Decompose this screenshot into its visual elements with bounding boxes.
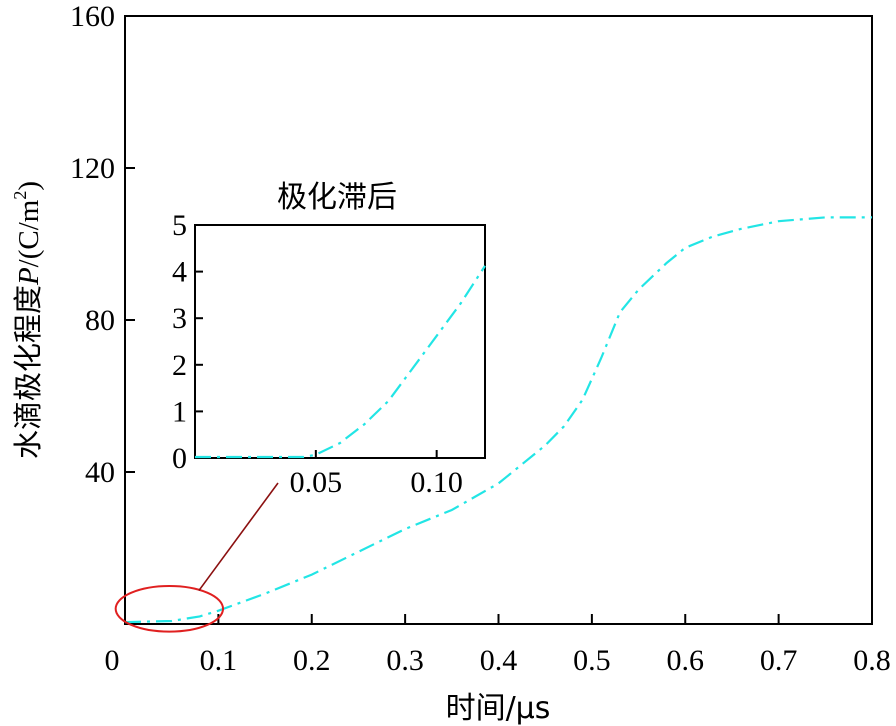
inset-x-tick-label: 0.05: [290, 466, 343, 499]
zoom-region-ellipse: [114, 585, 225, 633]
inset-y-tick-label: 0: [172, 442, 187, 475]
main-x-tick-label: 0.8: [853, 644, 891, 677]
main-x-tick-label: 0.7: [760, 644, 798, 677]
main-x-tick-label: 0.5: [573, 644, 611, 677]
inset-y-tick-label: 1: [172, 395, 187, 428]
main-y-tick-label: 80: [85, 304, 115, 337]
inset-x-axis: 0.05 0.10: [290, 450, 463, 499]
y-axis-label-exponent: 2: [10, 191, 30, 200]
inset-connector-line: [198, 482, 279, 592]
y-axis-label-unit: /(C/m: [13, 199, 45, 267]
inset-y-tick-label: 4: [172, 256, 187, 289]
main-x-axis: 0.1 0.2 0.3 0.4 0.5 0.6 0.7 0.8: [200, 614, 891, 677]
inset-x-tick-label: 0.10: [410, 466, 463, 499]
y-axis-label-variable: P: [13, 267, 45, 286]
main-x-tick-label: 0.6: [667, 644, 705, 677]
inset-y-tick-label: 5: [172, 209, 187, 242]
main-x-tick-label: 0.3: [386, 644, 424, 677]
inset-series-line: [195, 265, 486, 459]
main-series-line: [124, 216, 872, 624]
main-y-tick-label: 120: [70, 152, 115, 185]
x-axis-label: 时间/μs: [446, 691, 551, 726]
y-axis-label: 水滴极化程度P/(C/m2): [10, 181, 45, 459]
y-axis-label-unit-close: ): [13, 181, 45, 191]
main-x-tick-label: 0.4: [480, 644, 518, 677]
main-y-tick-label: 40: [85, 456, 115, 489]
y-axis-label-text: 水滴极化程度: [11, 285, 45, 459]
inset-plot-frame: [194, 224, 486, 459]
inset-title: 极化滞后: [277, 180, 397, 215]
inset-y-tick-label: 2: [172, 349, 187, 382]
inset-y-axis: 0 1 2 3 4 5: [172, 209, 203, 475]
main-x-tick-label: 0.1: [200, 644, 238, 677]
origin-label: 0: [105, 644, 120, 677]
main-y-tick-label: 160: [70, 0, 115, 33]
main-x-tick-label: 0.2: [293, 644, 331, 677]
inset-y-tick-label: 3: [172, 302, 187, 335]
main-y-axis: 40 80 120 160: [70, 0, 135, 489]
